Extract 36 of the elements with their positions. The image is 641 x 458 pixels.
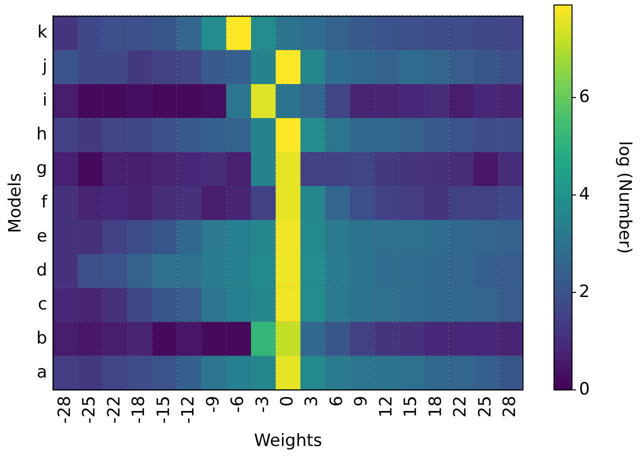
y-axis-title: Models xyxy=(6,172,26,233)
color-bar-title: log (Number) xyxy=(614,140,635,254)
x-tick-label: -22 xyxy=(104,396,124,424)
y-tick-label: h xyxy=(36,124,48,145)
x-tick-label: 9 xyxy=(352,396,372,407)
x-tick-label: -3 xyxy=(252,396,273,413)
color-bar-label: 6 xyxy=(579,86,590,107)
x-tick-label: 25 xyxy=(475,396,496,418)
x-tick-label: -18 xyxy=(129,396,150,424)
y-tick-label: g xyxy=(36,158,48,178)
y-tick-label: f xyxy=(41,192,48,212)
y-tick-label: k xyxy=(37,22,48,43)
color-bar-label: 2 xyxy=(579,282,590,302)
x-tick-label: -6 xyxy=(228,396,248,413)
y-tick-label: j xyxy=(41,56,48,77)
x-tick-label: -15 xyxy=(154,396,174,424)
color-bar-label: 4 xyxy=(579,184,590,204)
x-tick-label: -9 xyxy=(203,396,224,413)
y-tick-label: b xyxy=(36,328,48,348)
y-tick-label: a xyxy=(36,362,48,382)
x-tick-label: 28 xyxy=(500,396,520,418)
x-axis-title: Weights xyxy=(254,431,322,452)
x-tick-label: -12 xyxy=(178,396,199,424)
x-tick-label: 22 xyxy=(450,396,471,418)
x-tick-label: -25 xyxy=(80,396,100,424)
y-tick-label: e xyxy=(36,226,48,246)
y-tick-label: i xyxy=(42,90,48,111)
x-tick-label: 15 xyxy=(401,396,422,418)
y-tick-label: d xyxy=(36,260,48,280)
x-tick-label: 18 xyxy=(426,396,446,418)
y-tick-label: c xyxy=(38,294,48,314)
x-tick-label: 0 xyxy=(278,396,298,407)
x-tick-label: 3 xyxy=(302,396,322,407)
x-tick-label: 6 xyxy=(326,396,347,407)
x-tick-label: 12 xyxy=(376,396,396,418)
x-tick-label: -28 xyxy=(54,396,75,424)
